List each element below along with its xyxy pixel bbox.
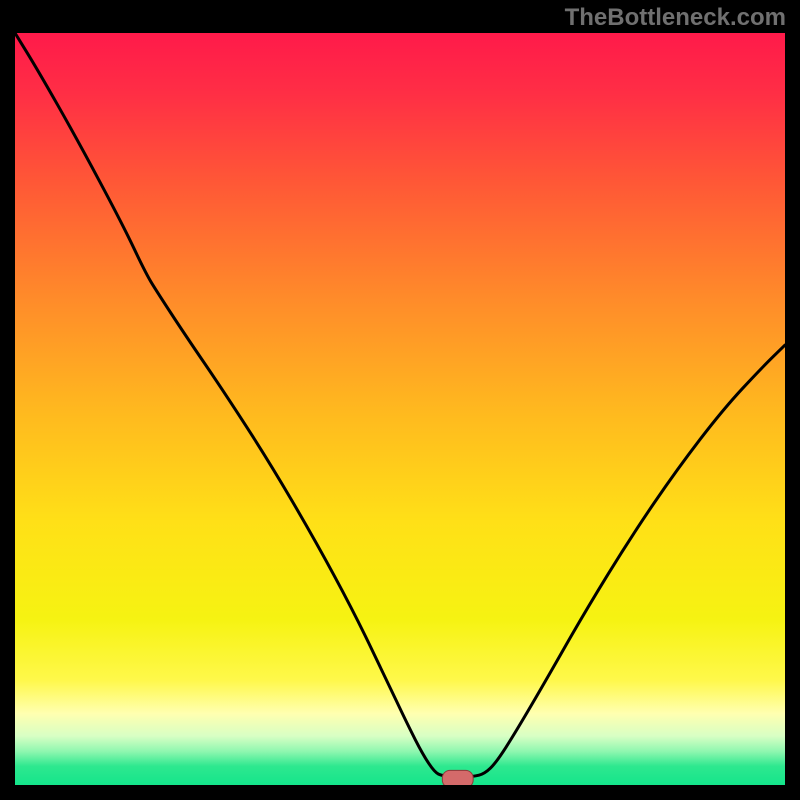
plot-area <box>15 33 785 785</box>
plot-svg <box>15 33 785 785</box>
gradient-background <box>15 33 785 785</box>
min-marker <box>442 770 473 785</box>
chart-frame: TheBottleneck.com <box>0 0 800 800</box>
watermark-text: TheBottleneck.com <box>565 4 786 32</box>
